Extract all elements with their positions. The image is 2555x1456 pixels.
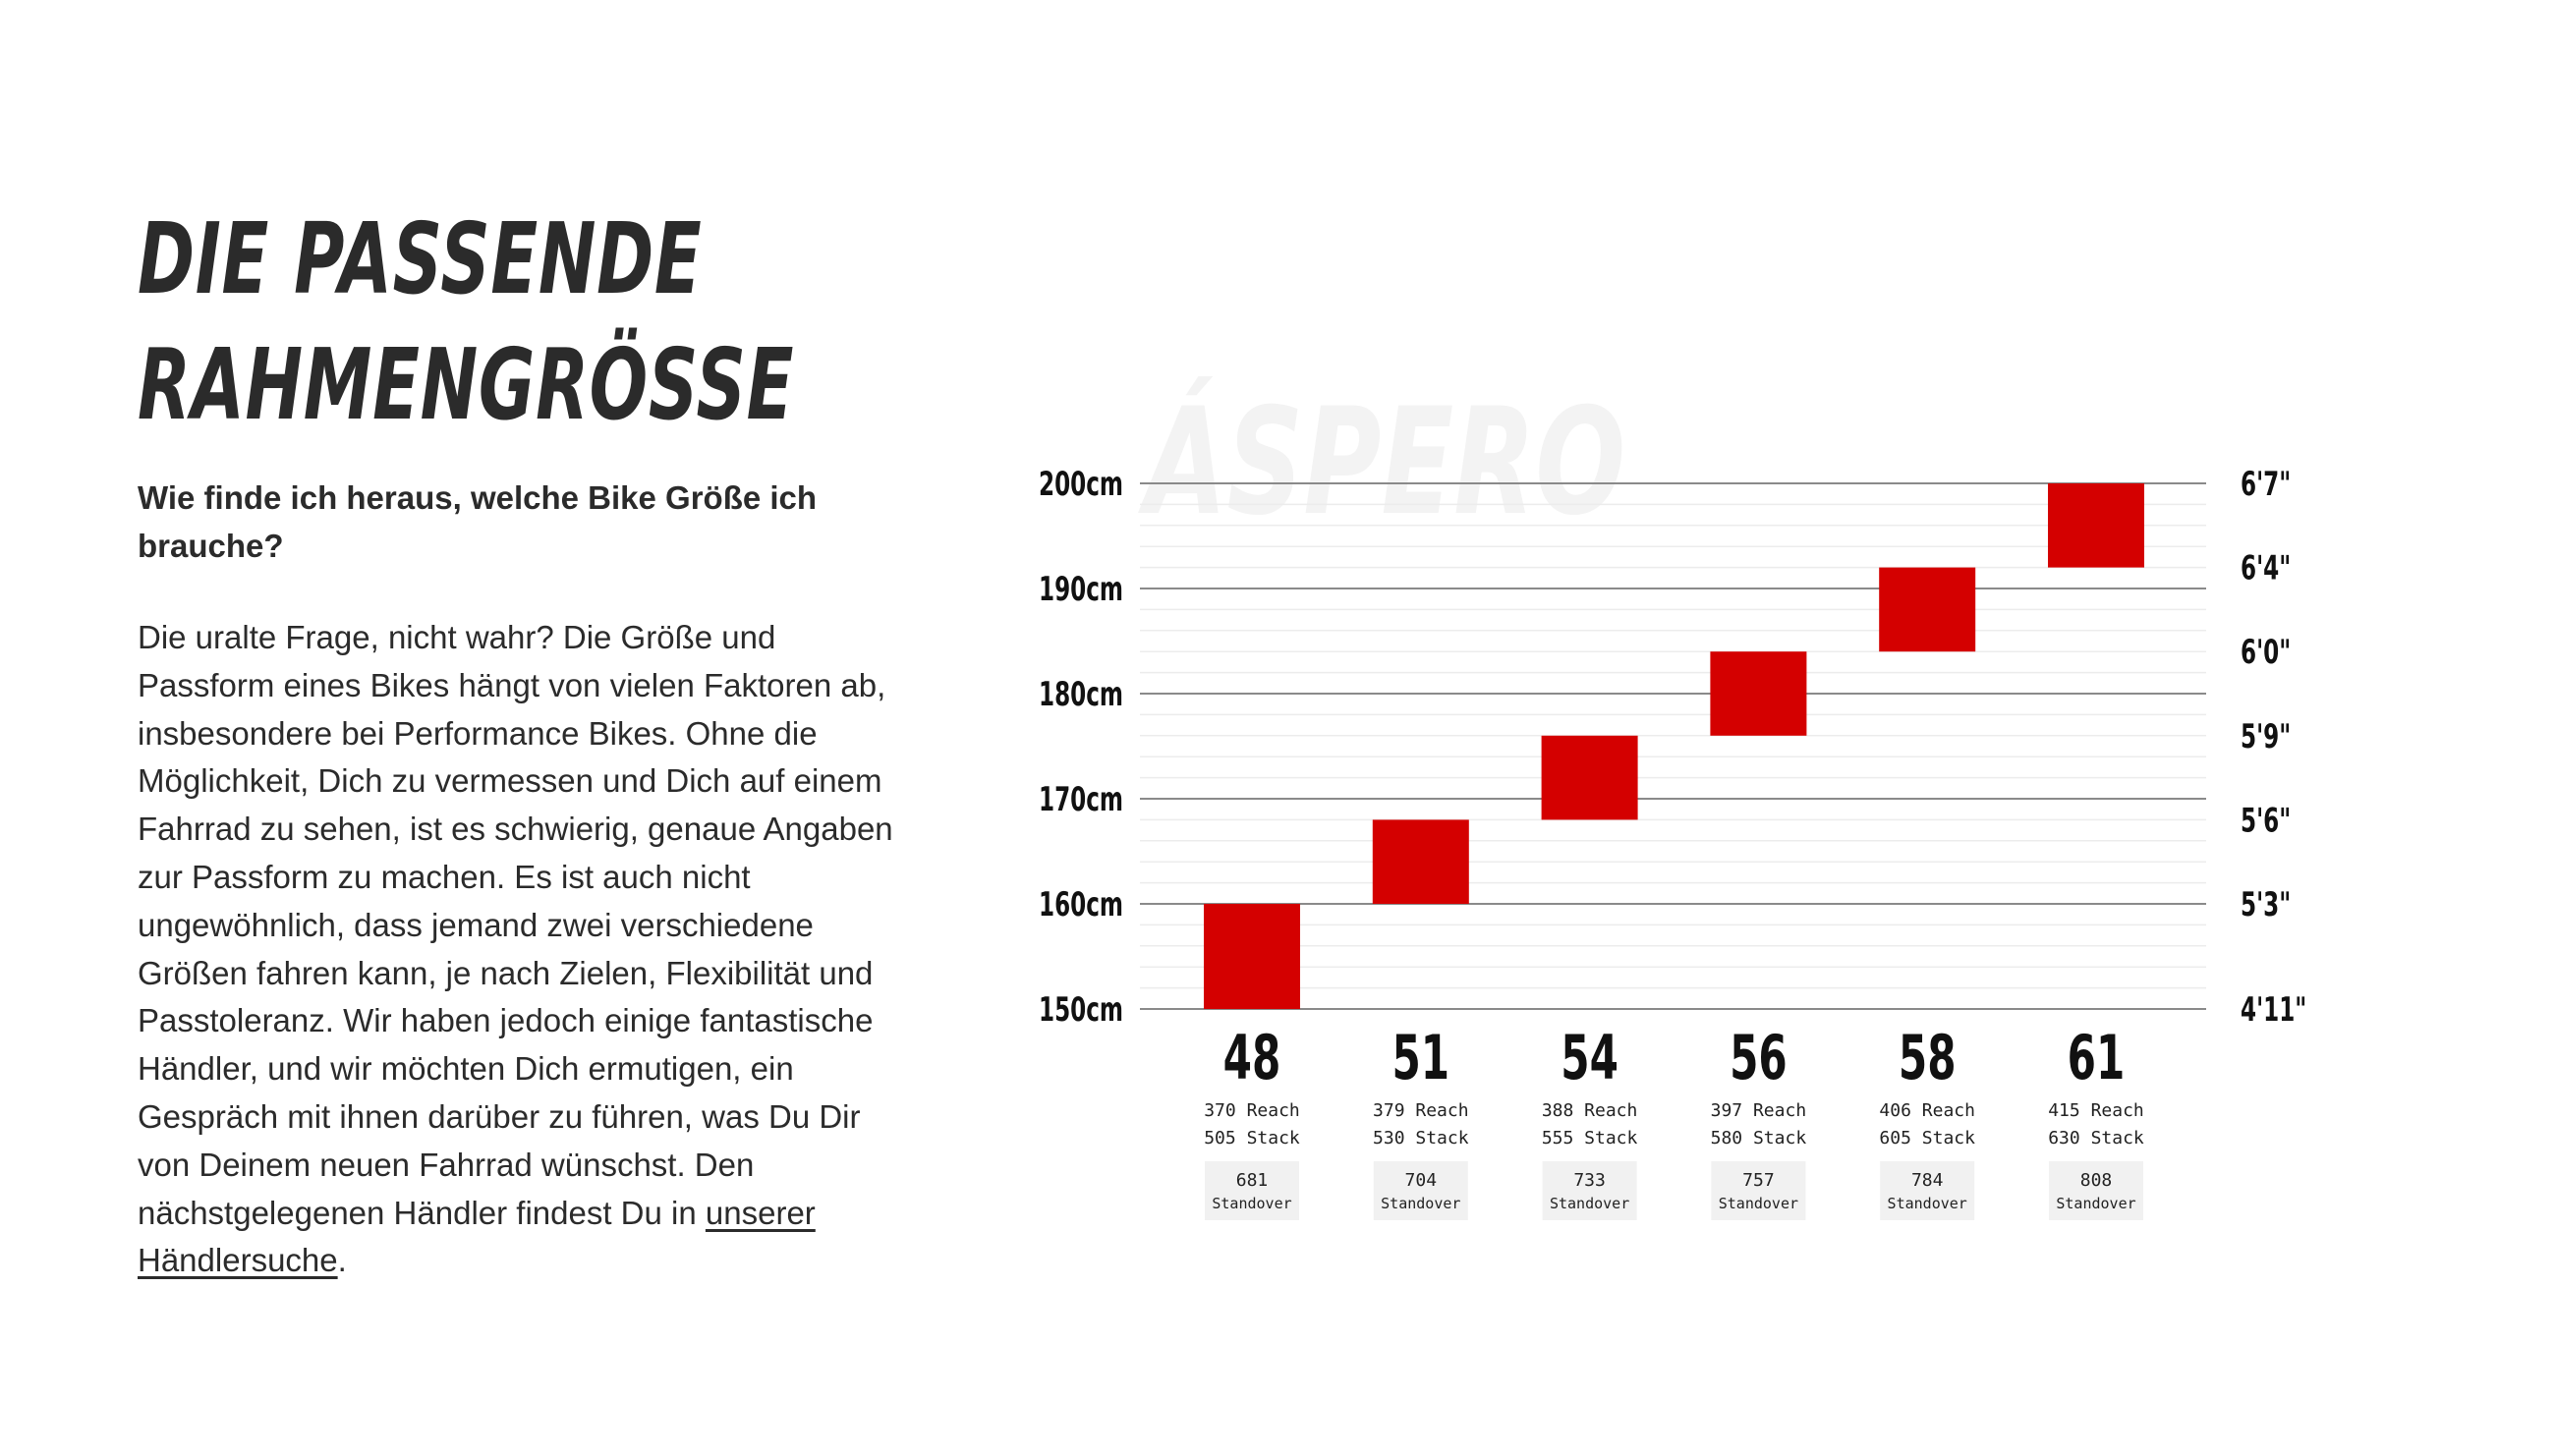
standover-label: Standover bbox=[1719, 1195, 1798, 1212]
y-tick-label-cm: 190cm bbox=[1039, 569, 1123, 608]
chart-watermark: ÁSPERO bbox=[1138, 376, 1626, 547]
y-tick-label-imperial: 6'7" bbox=[2241, 464, 2291, 503]
standover-label: Standover bbox=[1381, 1195, 1460, 1212]
title-line-1: DIE PASSENDE bbox=[138, 201, 703, 316]
stack-label: 630 Stack bbox=[2048, 1128, 2144, 1148]
reach-label: 415 Reach bbox=[2048, 1100, 2144, 1121]
reach-label: 388 Reach bbox=[1542, 1100, 1638, 1121]
y-tick-label-imperial: 5'3" bbox=[2241, 884, 2291, 924]
y-tick-label-imperial: 6'4" bbox=[2241, 548, 2291, 588]
y-tick-label-imperial: 5'6" bbox=[2241, 801, 2291, 840]
reach-label: 397 Reach bbox=[1711, 1100, 1807, 1121]
standover-box bbox=[2049, 1161, 2143, 1220]
standover-label: Standover bbox=[1888, 1195, 1967, 1212]
standover-box bbox=[1711, 1161, 1806, 1220]
y-tick-label-imperial: 5'9" bbox=[2241, 716, 2291, 756]
y-tick-label-cm: 160cm bbox=[1039, 884, 1123, 924]
standover-box bbox=[1205, 1161, 1299, 1220]
stack-label: 505 Stack bbox=[1204, 1128, 1300, 1148]
size-label: 51 bbox=[1391, 1023, 1449, 1094]
standover-value: 757 bbox=[1742, 1170, 1775, 1191]
size-bar-58 bbox=[1879, 567, 1976, 652]
y-tick-label-cm: 180cm bbox=[1039, 674, 1123, 713]
size-label: 58 bbox=[1899, 1023, 1957, 1094]
stack-label: 555 Stack bbox=[1542, 1128, 1638, 1148]
y-tick-label-cm: 170cm bbox=[1039, 779, 1123, 818]
size-bar-54 bbox=[1541, 735, 1638, 820]
standover-box bbox=[1880, 1161, 1975, 1220]
standover-label: Standover bbox=[2056, 1195, 2135, 1212]
reach-label: 406 Reach bbox=[1879, 1100, 1975, 1121]
standover-box bbox=[1542, 1161, 1637, 1220]
stack-label: 605 Stack bbox=[1879, 1128, 1975, 1148]
y-tick-label-imperial: 6'0" bbox=[2241, 633, 2291, 672]
dealer-search-link[interactable]: unserer Händlersuche bbox=[138, 1194, 816, 1279]
stack-label: 580 Stack bbox=[1711, 1128, 1807, 1148]
title-line-2: RAHMENGRÖSSE bbox=[138, 327, 795, 442]
size-label: 61 bbox=[2068, 1023, 2126, 1094]
standover-value: 704 bbox=[1405, 1170, 1438, 1191]
size-label: 48 bbox=[1223, 1023, 1281, 1094]
reach-label: 379 Reach bbox=[1373, 1100, 1469, 1121]
reach-label: 370 Reach bbox=[1204, 1100, 1300, 1121]
standover-box bbox=[1373, 1161, 1468, 1220]
y-tick-label-cm: 150cm bbox=[1039, 989, 1123, 1029]
explanation-end: . bbox=[337, 1242, 347, 1279]
sizing-explanation: Die uralte Frage, nicht wahr? Die Größe … bbox=[138, 614, 914, 1285]
sizing-question: Wie finde ich heraus, welche Bike Größe … bbox=[138, 479, 818, 564]
size-bar-61 bbox=[2048, 483, 2144, 568]
size-bar-51 bbox=[1372, 819, 1469, 904]
stack-label: 530 Stack bbox=[1373, 1128, 1469, 1148]
size-label: 54 bbox=[1561, 1023, 1618, 1094]
standover-label: Standover bbox=[1212, 1195, 1291, 1212]
size-label: 56 bbox=[1730, 1023, 1788, 1094]
standover-value: 784 bbox=[1911, 1170, 1944, 1191]
standover-value: 733 bbox=[1573, 1170, 1606, 1191]
standover-value: 808 bbox=[2080, 1170, 2113, 1191]
y-tick-label-imperial: 4'11" bbox=[2241, 989, 2306, 1029]
y-tick-label-cm: 200cm bbox=[1039, 464, 1123, 503]
explanation-text: Die uralte Frage, nicht wahr? Die Größe … bbox=[138, 619, 893, 1231]
page-title: DIE PASSENDE RAHMENGRÖSSE bbox=[138, 196, 793, 448]
standover-label: Standover bbox=[1550, 1195, 1629, 1212]
size-bar-56 bbox=[1710, 651, 1807, 736]
intro-section: DIE PASSENDE RAHMENGRÖSSE Wie finde ich … bbox=[138, 196, 914, 1285]
standover-value: 681 bbox=[1236, 1170, 1269, 1191]
size-bar-48 bbox=[1204, 904, 1300, 1009]
